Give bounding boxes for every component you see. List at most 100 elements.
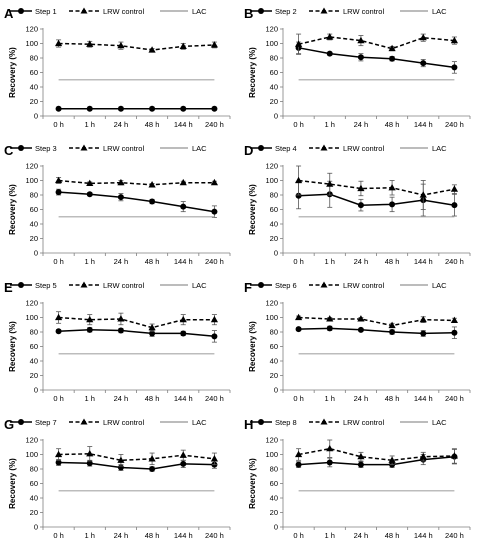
series-line-step: [298, 193, 455, 206]
data-point-control: [419, 315, 427, 323]
data-point-step: [180, 460, 187, 467]
data-point-control: [450, 316, 459, 323]
data-point-control: [388, 456, 396, 463]
x-tick-label: 240 h: [445, 531, 464, 540]
data-point-control: [86, 315, 94, 323]
data-point-control: [210, 41, 219, 48]
data-point-control: [450, 36, 459, 44]
data-point-step: [149, 198, 156, 205]
data-point-step: [117, 105, 124, 112]
panel-label: A: [4, 6, 14, 21]
data-point-control: [54, 176, 63, 184]
panel-c: C Step 3 LRW control LAC Recovery (%) 0 20 40 60…: [4, 143, 231, 266]
data-point-control: [419, 191, 427, 198]
legend-label-control: LRW control: [103, 144, 144, 153]
y-tick-label: 60: [30, 68, 38, 77]
y-axis-label: Recovery (%): [248, 47, 257, 98]
panel-label: F: [244, 280, 252, 295]
legend-label-control: LRW control: [343, 281, 384, 290]
y-tick-label: 20: [30, 508, 38, 517]
legend-label-step: Step 6: [275, 281, 297, 290]
y-tick-label: 40: [270, 220, 278, 229]
y-tick-label: 120: [25, 162, 38, 171]
data-point-control: [54, 39, 63, 47]
y-tick-label: 20: [270, 97, 278, 106]
data-point-control: [326, 444, 334, 452]
data-point-step: [180, 105, 187, 112]
legend-label-control: LRW control: [103, 281, 144, 290]
x-tick-label: 240 h: [445, 394, 464, 403]
y-tick-label: 20: [270, 371, 278, 380]
y-tick-label: 20: [30, 371, 38, 380]
legend-label-step: Step 4: [275, 144, 297, 153]
data-point-step: [149, 330, 156, 337]
series-line-step: [298, 455, 455, 466]
x-tick-label: 144 h: [414, 120, 433, 129]
y-tick-label: 0: [274, 386, 278, 395]
series-line-control: [298, 179, 455, 196]
x-tick-label: 24 h: [354, 394, 369, 403]
data-point-step: [326, 325, 333, 332]
y-tick-label: 100: [25, 313, 38, 322]
y-tick-label: 80: [30, 328, 38, 337]
x-tick-label: 48 h: [385, 531, 400, 540]
x-tick-label: 1 h: [325, 120, 335, 129]
data-point-control: [179, 315, 187, 323]
data-point-step: [211, 105, 218, 112]
x-tick-label: 1 h: [85, 120, 95, 129]
x-tick-label: 1 h: [85, 531, 95, 540]
y-tick-label: 60: [270, 342, 278, 351]
legend-marker-step: [18, 8, 24, 14]
data-point-step: [389, 201, 396, 208]
series-line-step: [298, 327, 455, 335]
y-tick-label: 120: [25, 25, 38, 34]
x-tick-label: 48 h: [145, 531, 160, 540]
legend-marker-step: [258, 145, 264, 151]
x-tick-label: 144 h: [174, 394, 193, 403]
legend-marker-control: [80, 144, 88, 151]
data-point-control: [294, 450, 303, 458]
y-tick-label: 100: [265, 39, 278, 48]
legend-label-step: Step 3: [35, 144, 57, 153]
series-line-step: [298, 47, 455, 69]
data-point-control: [86, 449, 94, 457]
legend-marker-control: [80, 418, 88, 425]
x-tick-label: 144 h: [174, 531, 193, 540]
data-point-control: [86, 40, 94, 47]
legend-label-lac: LAC: [432, 418, 447, 427]
series-line-control: [298, 447, 455, 462]
data-point-step: [55, 189, 62, 196]
panel-label: B: [244, 6, 253, 21]
legend-label-control: LRW control: [343, 418, 384, 427]
series-line-control: [58, 179, 215, 186]
legend: Step 6 LRW control LAC: [250, 281, 447, 290]
data-point-control: [210, 178, 219, 186]
y-tick-label: 120: [25, 299, 38, 308]
y-tick-label: 0: [34, 249, 38, 258]
y-tick-label: 100: [25, 176, 38, 185]
y-tick-label: 0: [274, 249, 278, 258]
data-point-step: [295, 192, 302, 199]
y-tick-label: 80: [270, 191, 278, 200]
data-point-step: [55, 328, 62, 335]
data-point-control: [179, 42, 187, 49]
legend-marker-control: [320, 7, 328, 14]
data-point-step: [389, 55, 396, 62]
panel-label: E: [4, 280, 13, 295]
x-tick-label: 48 h: [145, 257, 160, 266]
series-line-step: [58, 461, 215, 470]
data-point-control: [86, 179, 94, 186]
legend-label-step: Step 1: [35, 7, 57, 16]
data-point-control: [357, 315, 365, 322]
series-line-control: [58, 453, 215, 462]
y-tick-label: 80: [30, 191, 38, 200]
data-point-control: [357, 452, 365, 460]
data-point-control: [294, 313, 303, 321]
data-point-control: [210, 455, 219, 462]
y-tick-label: 100: [265, 313, 278, 322]
y-tick-label: 120: [265, 299, 278, 308]
panel-e: E Step 5 LRW control LAC Recovery (%) 0 20 40 60…: [4, 280, 231, 403]
x-tick-label: 48 h: [385, 257, 400, 266]
legend-marker-step: [18, 282, 24, 288]
panel-label: G: [4, 417, 14, 432]
